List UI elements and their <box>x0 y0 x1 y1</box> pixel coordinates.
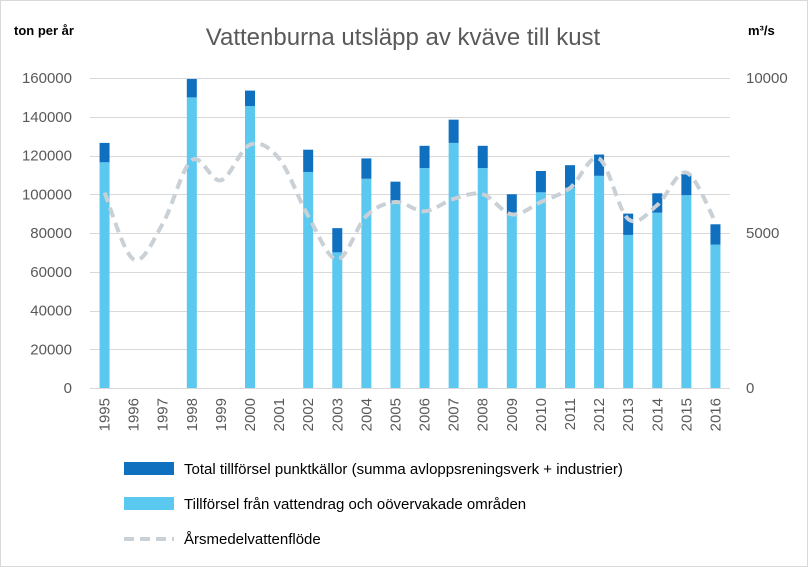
y-left-tick-label: 140000 <box>22 109 72 126</box>
x-tick-label: 2012 <box>591 398 608 431</box>
x-tick-label: 2006 <box>417 398 434 431</box>
y-right-tick-label: 10000 <box>746 70 788 87</box>
y-left-tick-label: 0 <box>64 380 72 397</box>
x-tick-label: 2004 <box>358 398 375 431</box>
x-tick-label: 2013 <box>620 398 637 431</box>
gridlines <box>90 78 730 389</box>
bar-vattendrag <box>99 162 110 388</box>
x-tick-label: 2001 <box>271 398 288 431</box>
bar-punktkallor <box>681 173 692 196</box>
y-axis-left-title: ton per år <box>14 23 74 38</box>
bar-vattendrag <box>332 252 343 388</box>
bar-vattendrag <box>623 234 634 388</box>
bar-punktkallor <box>448 119 459 143</box>
x-tick-label: 1995 <box>97 398 114 431</box>
bar-punktkallor <box>710 224 721 245</box>
x-tick-label: 2002 <box>300 398 317 431</box>
y-left-tick-label: 160000 <box>22 70 72 87</box>
bar-vattendrag <box>303 171 314 388</box>
bar-punktkallor <box>623 213 634 235</box>
legend: Total tillförsel punktkällor (summa avlo… <box>124 461 623 548</box>
bar-vattendrag <box>448 142 459 388</box>
x-tick-label: 2008 <box>475 398 492 431</box>
bar-vattendrag <box>594 175 605 388</box>
x-tick-label: 2009 <box>504 398 521 431</box>
chart-title: Vattenburna utsläpp av kväve till kust <box>206 24 601 51</box>
x-tick-label: 2010 <box>533 398 550 431</box>
y-axis-left: 0 20000 40000 60000 80000 100000 120000 140000 1… <box>22 70 72 397</box>
y-right-tick-label: 0 <box>746 380 754 397</box>
bar-vattendrag <box>681 195 692 388</box>
x-tick-label: 1998 <box>184 398 201 431</box>
bar-punktkallor <box>390 181 401 203</box>
bar-vattendrag <box>390 202 401 388</box>
bar-punktkallor <box>99 142 110 163</box>
bar-vattendrag <box>535 192 546 388</box>
bar-vattendrag <box>506 214 517 388</box>
y-axis-right-title: m³/s <box>748 23 775 38</box>
bar-punktkallor <box>361 158 372 179</box>
bar-vattendrag <box>710 244 721 388</box>
bar-punktkallor <box>565 165 575 188</box>
x-tick-label: 2014 <box>649 398 666 431</box>
bar-punktkallor <box>535 171 546 193</box>
x-tick-label: 1997 <box>155 398 172 431</box>
legend-label: Tillförsel från vattendrag och oövervaka… <box>184 496 526 513</box>
x-tick-label: 2007 <box>446 398 463 431</box>
y-left-tick-label: 60000 <box>30 264 72 281</box>
x-tick-label: 2003 <box>329 398 346 431</box>
bar-vattendrag <box>477 168 488 388</box>
bar-vattendrag <box>652 212 663 388</box>
y-left-tick-label: 100000 <box>22 186 72 203</box>
bar-punktkallor <box>506 194 517 215</box>
y-left-tick-label: 20000 <box>30 341 72 358</box>
x-tick-label: 1996 <box>126 398 143 431</box>
x-tick-label: 1999 <box>213 398 230 431</box>
bar-punktkallor <box>303 149 314 172</box>
bar-vattendrag <box>419 168 430 388</box>
bar-vattendrag <box>361 178 372 388</box>
legend-swatch <box>124 497 174 510</box>
x-tick-label: 2015 <box>678 398 695 431</box>
x-tick-label: 2000 <box>242 398 259 431</box>
bar-group <box>99 78 721 388</box>
bar-vattendrag <box>565 187 575 388</box>
bar-vattendrag <box>186 97 197 388</box>
y-right-tick-label: 5000 <box>746 225 779 242</box>
bar-punktkallor <box>594 154 605 176</box>
y-left-tick-label: 80000 <box>30 225 72 242</box>
legend-label: Total tillförsel punktkällor (summa avlo… <box>184 461 623 478</box>
x-tick-label: 2011 <box>562 398 579 430</box>
y-left-tick-label: 40000 <box>30 303 72 320</box>
bar-punktkallor <box>332 228 343 253</box>
y-axis-right: 0 5000 10000 <box>746 70 788 397</box>
bar-vattendrag <box>245 106 255 388</box>
x-tick-label: 2016 <box>707 398 724 431</box>
bar-punktkallor <box>245 90 255 107</box>
bar-punktkallor <box>477 145 488 169</box>
y-left-tick-label: 120000 <box>22 148 72 165</box>
x-axis: 1995 1996 1997 1998 1999 2000 2001 2002 2003 2004… <box>97 398 725 431</box>
bar-punktkallor <box>186 78 197 98</box>
legend-label: Årsmedelvattenflöde <box>184 531 321 548</box>
legend-swatch <box>124 462 174 475</box>
bar-punktkallor <box>419 145 430 169</box>
x-tick-label: 2005 <box>387 398 404 431</box>
